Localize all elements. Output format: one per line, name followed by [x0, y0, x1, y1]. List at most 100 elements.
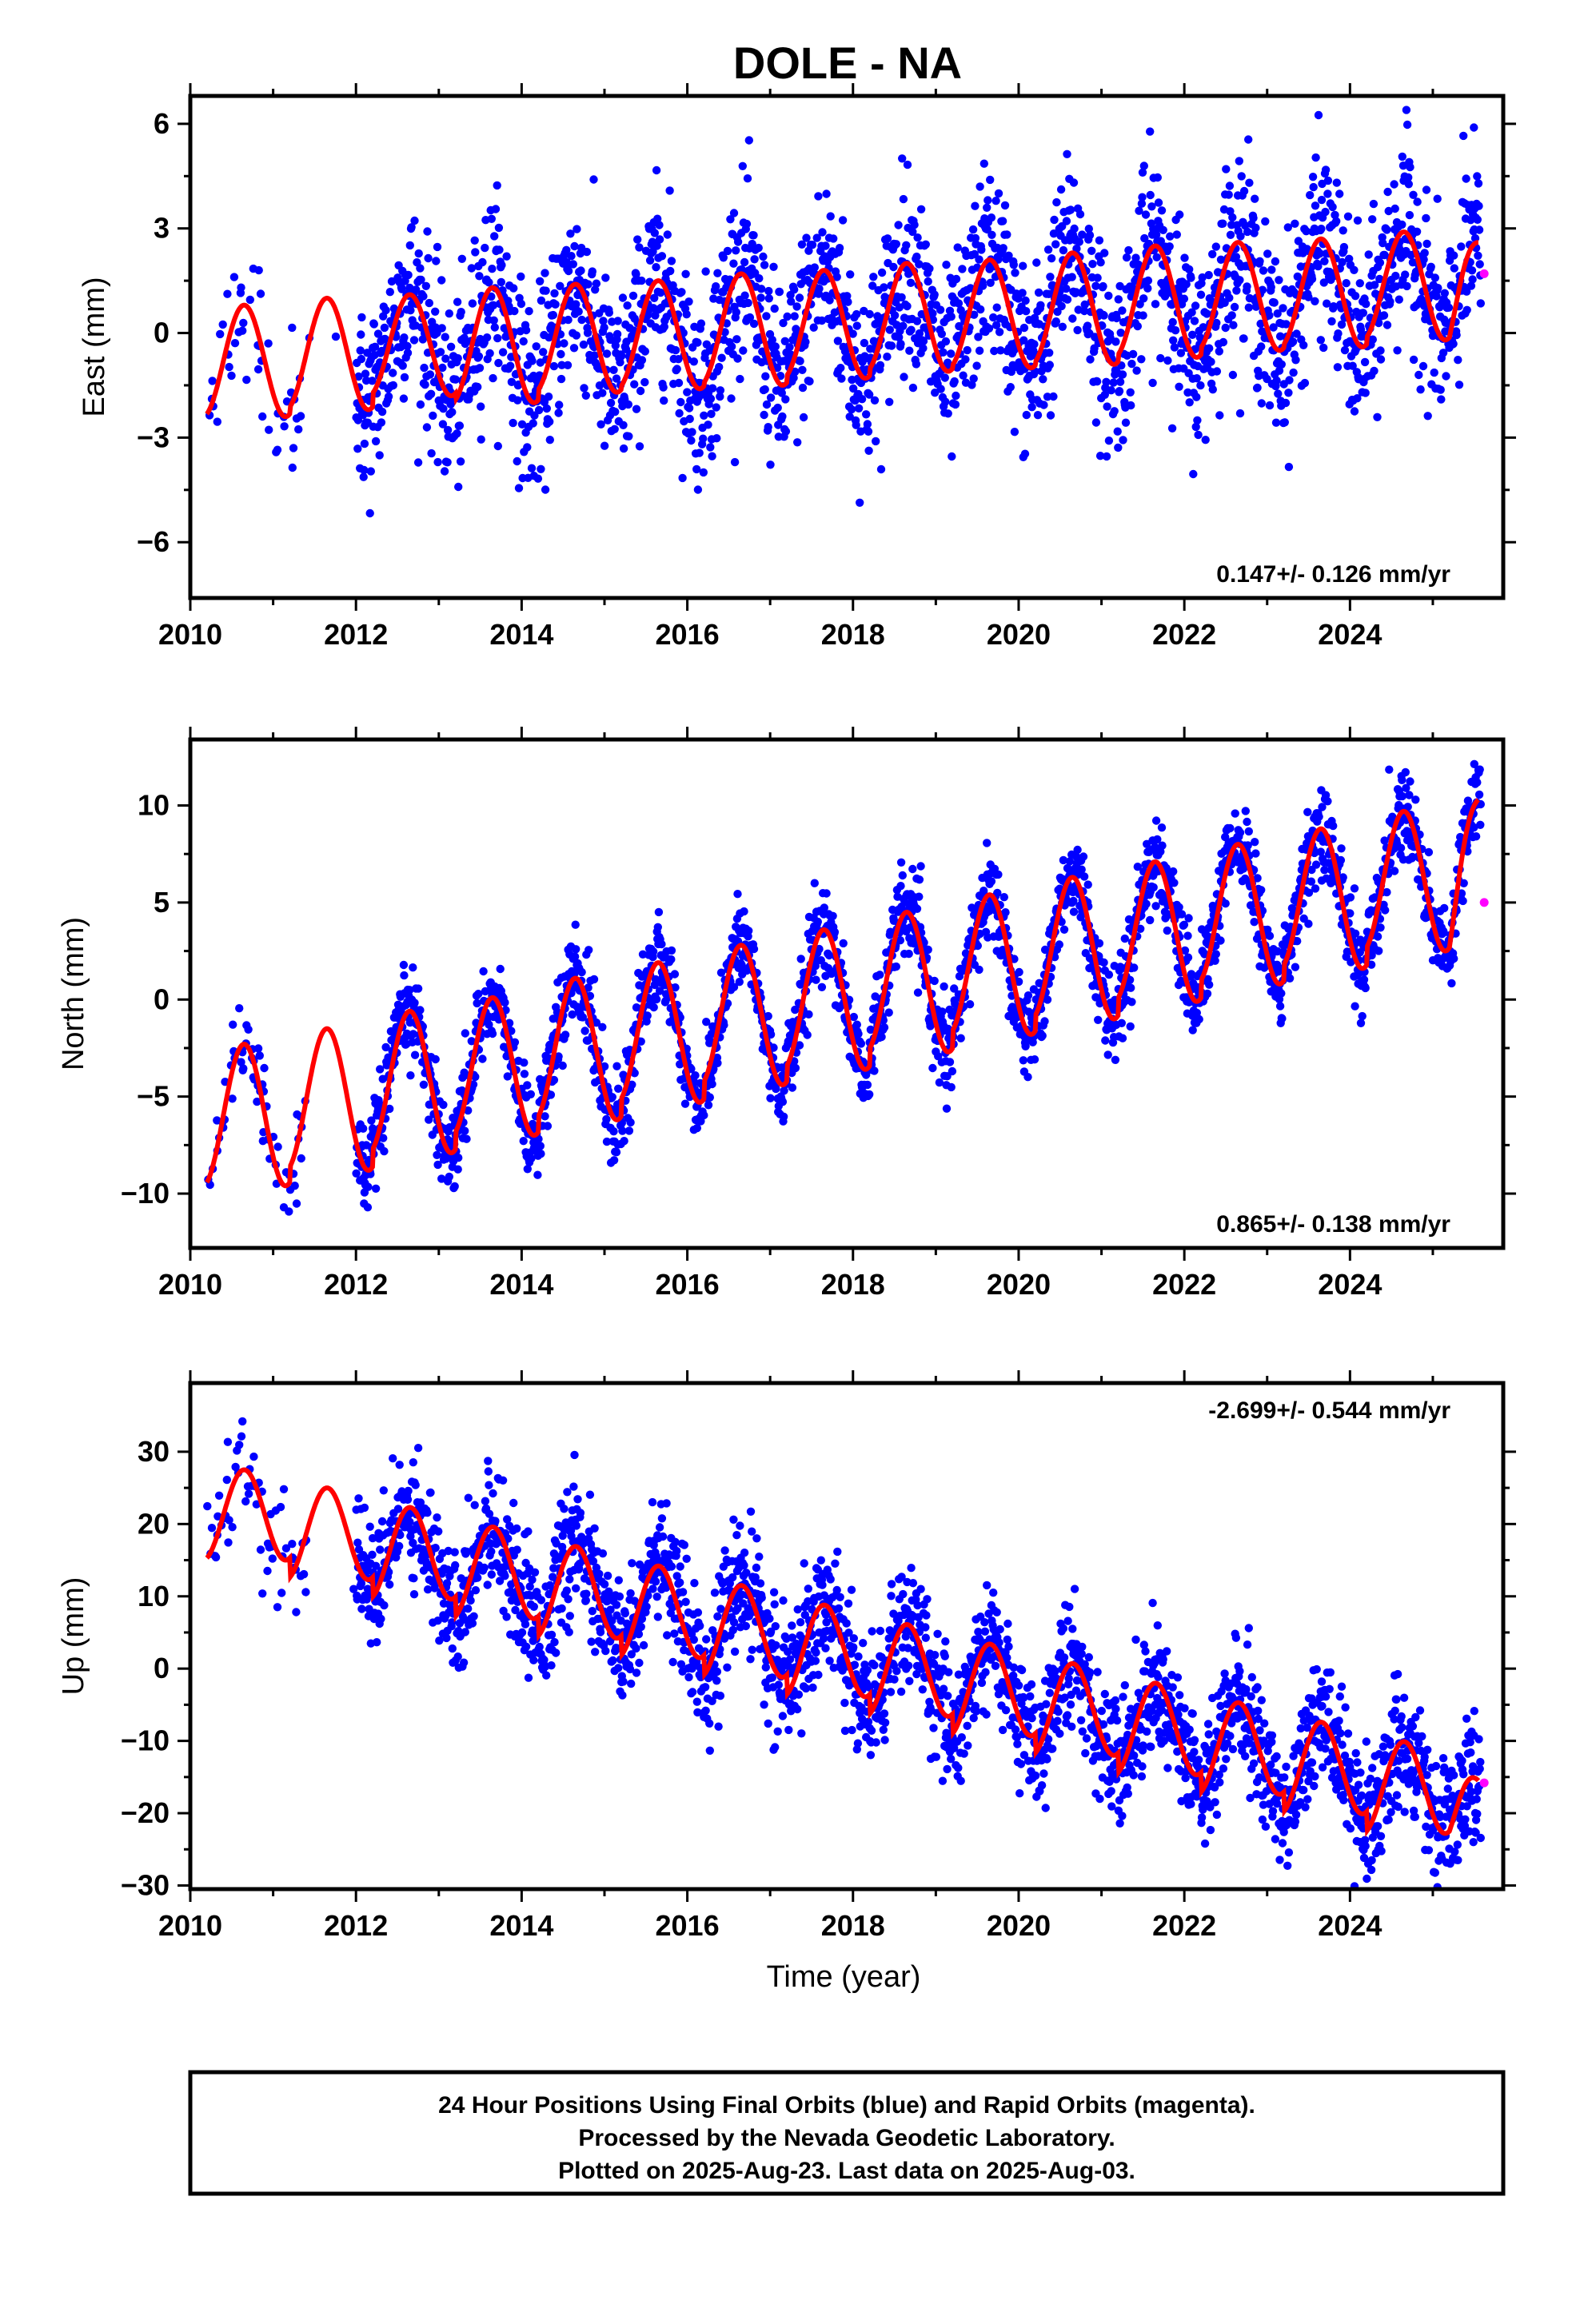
- final-orbit-point: [964, 346, 972, 354]
- final-orbit-point: [701, 267, 709, 275]
- final-orbit-point: [1240, 187, 1248, 195]
- final-orbit-point: [681, 270, 689, 278]
- final-orbit-point: [1376, 346, 1384, 354]
- final-orbit-point: [289, 464, 297, 472]
- final-orbit-point: [517, 300, 525, 308]
- final-orbit-point: [1334, 363, 1342, 371]
- final-orbit-point: [966, 1000, 974, 1008]
- final-orbit-point: [844, 298, 852, 306]
- final-orbit-point: [1422, 214, 1430, 222]
- final-orbit-point: [1310, 183, 1318, 191]
- final-orbit-point: [704, 1101, 712, 1109]
- final-orbit-point: [693, 338, 701, 346]
- final-orbit-point: [1351, 292, 1359, 300]
- final-orbit-point: [483, 333, 491, 341]
- final-orbit-point: [772, 1085, 780, 1093]
- final-orbit-point: [415, 249, 423, 257]
- final-orbit-point: [1243, 818, 1251, 826]
- final-orbit-point: [1104, 292, 1112, 300]
- final-orbit-point: [655, 221, 663, 229]
- final-orbit-point: [902, 241, 910, 249]
- final-orbit-point: [1274, 389, 1282, 397]
- final-orbit-point: [1405, 180, 1413, 188]
- final-orbit-point: [1373, 413, 1381, 421]
- final-orbit-point: [537, 465, 545, 473]
- final-orbit-point: [454, 1166, 462, 1174]
- final-orbit-point: [796, 357, 804, 365]
- final-orbit-point: [684, 297, 692, 305]
- final-orbit-point: [1377, 355, 1385, 363]
- x-tick-label: 2020: [987, 618, 1051, 651]
- final-orbit-point: [1151, 902, 1159, 910]
- final-orbit-point: [590, 975, 598, 983]
- final-orbit-point: [478, 258, 486, 266]
- final-orbit-point: [1222, 165, 1230, 173]
- final-orbit-point: [216, 330, 224, 338]
- final-orbit-point: [877, 465, 885, 473]
- final-orbit-point: [688, 428, 696, 436]
- final-orbit-point: [389, 381, 397, 389]
- final-orbit-point: [1139, 311, 1147, 319]
- final-orbit-point: [1169, 867, 1177, 875]
- x-tick-label: 2014: [489, 618, 553, 651]
- final-orbit-point: [1219, 220, 1227, 228]
- final-orbit-point: [603, 349, 611, 357]
- final-orbit-point: [475, 272, 483, 280]
- final-orbit-point: [575, 308, 583, 316]
- final-orbit-point: [685, 404, 693, 412]
- final-orbit-point: [779, 1098, 787, 1106]
- final-orbit-point: [864, 447, 872, 455]
- final-orbit-point: [573, 225, 581, 233]
- final-orbit-point: [494, 359, 502, 367]
- final-orbit-point: [762, 312, 770, 320]
- final-orbit-point: [744, 927, 752, 935]
- final-orbit-point: [666, 267, 674, 275]
- final-orbit-point: [1007, 383, 1015, 391]
- final-orbit-point: [1184, 954, 1192, 962]
- final-orbit-point: [776, 288, 784, 296]
- final-orbit-point: [1257, 886, 1265, 894]
- final-orbit-point: [1205, 345, 1213, 353]
- final-orbit-point: [985, 325, 993, 333]
- final-orbit-point: [364, 1203, 372, 1211]
- final-orbit-point: [1046, 273, 1054, 281]
- final-orbit-point: [620, 1137, 628, 1145]
- final-orbit-point: [1343, 279, 1351, 287]
- final-orbit-point: [864, 420, 872, 428]
- final-orbit-point: [994, 871, 1002, 879]
- final-orbit-point: [914, 988, 922, 996]
- final-orbit-point: [697, 320, 705, 328]
- final-orbit-point: [712, 282, 720, 290]
- final-orbit-point: [897, 293, 905, 301]
- final-orbit-point: [494, 442, 502, 450]
- final-orbit-point: [1046, 361, 1054, 369]
- final-orbit-point: [1238, 172, 1246, 180]
- final-orbit-point: [1114, 428, 1122, 436]
- final-orbit-point: [372, 1185, 380, 1193]
- final-orbit-point: [740, 292, 748, 300]
- final-orbit-point: [458, 255, 466, 263]
- final-orbit-point: [1158, 823, 1166, 831]
- final-orbit-point: [561, 1030, 569, 1038]
- final-orbit-point: [660, 397, 668, 405]
- final-orbit-point: [432, 1055, 440, 1063]
- final-orbit-point: [423, 227, 431, 235]
- final-orbit-point: [1011, 269, 1019, 277]
- final-orbit-point: [1203, 990, 1211, 998]
- final-orbit-point: [1370, 200, 1378, 208]
- final-orbit-point: [839, 216, 847, 224]
- final-orbit-point: [1146, 916, 1154, 924]
- final-orbit-point: [1068, 314, 1076, 322]
- final-orbit-point: [581, 1026, 589, 1034]
- final-orbit-point: [445, 309, 453, 317]
- final-orbit-point: [708, 452, 716, 460]
- final-orbit-point: [495, 224, 503, 232]
- final-orbit-point: [885, 1008, 893, 1016]
- final-orbit-point: [1202, 436, 1210, 444]
- final-orbit-point: [1357, 1019, 1365, 1027]
- final-orbit-point: [1289, 337, 1297, 345]
- final-orbit-point: [555, 401, 563, 409]
- final-orbit-point: [1244, 135, 1252, 143]
- final-orbit-point: [899, 871, 907, 879]
- final-orbit-point: [545, 393, 553, 401]
